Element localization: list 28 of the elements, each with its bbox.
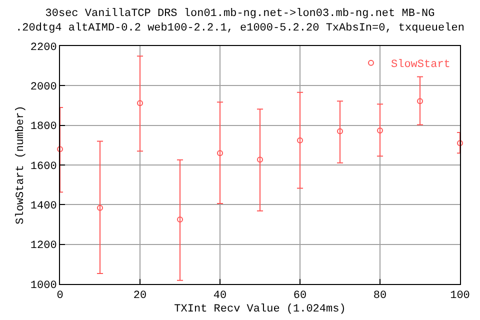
y-axis-title: SlowStart (number): [15, 106, 28, 224]
x-tick-label: 100: [450, 290, 470, 302]
y-tick-label: 2200: [30, 42, 57, 54]
x-tick-label: 60: [293, 290, 307, 302]
point: [137, 100, 143, 106]
x-tick-label: 40: [213, 290, 227, 302]
y-tick-label: 1200: [30, 240, 57, 252]
point: [297, 137, 303, 144]
point: [57, 146, 63, 152]
y-tick-label: 1600: [30, 160, 57, 173]
y-tick-label: 1400: [30, 200, 57, 213]
y-tick-label: 1800: [30, 121, 57, 134]
point: [377, 127, 383, 134]
legend-label: SlowStart: [391, 59, 450, 72]
y-tick-label: 1000: [30, 280, 57, 292]
point: [97, 204, 103, 211]
chart-title: 30sec VanillaTCP DRS lon01.mb-ng.net->lon03.mb-ng.net MB-NG .20dtg4 altAIMD-0.2 web100-2.2.1, e1000-5.2.20 TxAbsIn=0, txqueuelen: [16, 8, 464, 34]
point: [417, 98, 423, 104]
point: [337, 128, 343, 134]
point: [217, 150, 223, 156]
point: [177, 216, 183, 223]
x-tick-label: 20: [133, 290, 147, 302]
point: [257, 156, 263, 163]
x-axis-title: TXInt Recv Value (1.024ms): [174, 303, 346, 316]
point: [457, 140, 463, 146]
x-tick-label: 80: [373, 290, 387, 302]
y-tick-label: 2000: [30, 82, 57, 94]
x-tick-label: 0: [56, 290, 64, 302]
